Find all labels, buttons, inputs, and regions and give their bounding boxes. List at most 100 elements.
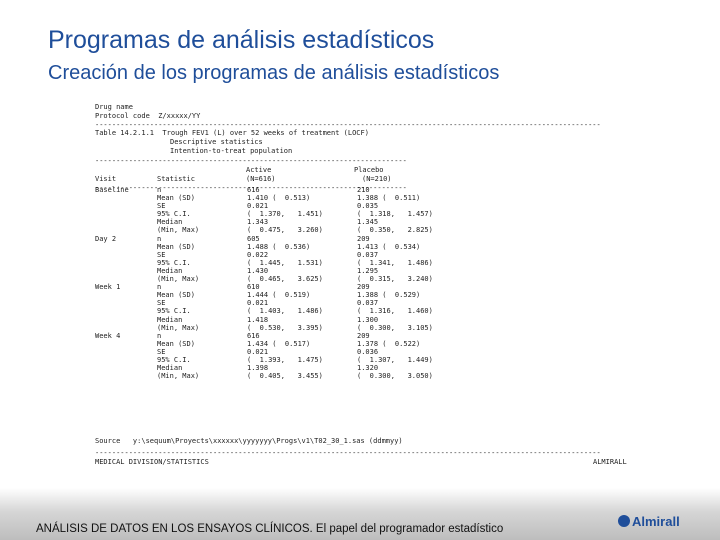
placebo-cell: 1.345: [357, 218, 379, 227]
statistic-cell: (Min, Max): [157, 226, 200, 235]
table-row: (Min, Max) ( 0.530, 3.395) ( 0.300, 3.105): [95, 324, 457, 332]
statistic-cell: SE: [157, 299, 166, 308]
logo-text: Almirall: [632, 514, 680, 529]
table-row: Baseline n 616 210: [95, 186, 457, 194]
active-cell: ( 1.370, 1.451): [247, 210, 323, 219]
drug-name-line: Drug name: [95, 103, 133, 111]
placebo-cell: 209: [357, 283, 370, 292]
col-visit-header: Visit: [95, 175, 117, 183]
placebo-cell: 1.378 ( 0.522): [357, 339, 421, 348]
statistic-cell: (Min, Max): [157, 323, 200, 332]
table-row: Week 1 n 610 209: [95, 283, 457, 291]
active-cell: ( 0.405, 3.455): [247, 372, 323, 381]
statistic-cell: Median: [157, 218, 183, 227]
visit-cell: [95, 364, 157, 372]
visit-cell: [95, 218, 157, 226]
active-cell: 1.430: [247, 266, 269, 275]
table-row: 95% C.I. ( 1.370, 1.451) ( 1.318, 1.457): [95, 210, 457, 218]
table-title: Table 14.2.1.1 Trough FEV1 (L) over 52 w…: [95, 129, 369, 137]
statistics-table: Baseline n 616 210 Mean (SD) 1.410 ( 0.513) 1.…: [95, 186, 457, 380]
visit-cell: [95, 194, 157, 202]
placebo-cell: 1.295: [357, 266, 379, 275]
visit-cell: Week 1: [95, 283, 121, 292]
table-row: (Min, Max) ( 0.465, 3.625) ( 0.315, 3.240): [95, 275, 457, 283]
slide-title: Programas de análisis estadísticos: [48, 26, 435, 54]
visit-cell: [95, 243, 157, 251]
visit-cell: [95, 251, 157, 259]
table-row: 95% C.I. ( 1.445, 1.531) ( 1.341, 1.486): [95, 259, 457, 267]
active-cell: 610: [247, 283, 260, 292]
placebo-cell: 209: [357, 234, 370, 243]
placebo-cell: ( 0.300, 3.050): [357, 372, 433, 381]
visit-cell: Week 4: [95, 331, 121, 340]
statistic-cell: 95% C.I.: [157, 307, 191, 316]
table-row: Median 1.343 1.345: [95, 218, 457, 226]
table-row: Mean (SD) 1.410 ( 0.513) 1.388 ( 0.511): [95, 194, 457, 202]
statistic-cell: (Min, Max): [157, 372, 200, 381]
source-line: Source y:\sequum\Proyects\xxxxxx\yyyyyyy…: [95, 437, 403, 445]
visit-cell: [95, 267, 157, 275]
placebo-cell: 1.388 ( 0.529): [357, 291, 421, 300]
protocol-code-line: Protocol code Z/xxxxx/YY: [95, 112, 201, 120]
active-cell: ( 0.530, 3.395): [247, 323, 323, 332]
slide-subtitle: Creación de los programas de análisis es…: [48, 62, 500, 84]
table-row: Mean (SD) 1.434 ( 0.517) 1.378 ( 0.522): [95, 340, 457, 348]
active-cell: 1.410 ( 0.513): [247, 194, 311, 203]
statistic-cell: n: [157, 234, 162, 243]
visit-cell: [95, 356, 157, 364]
placebo-cell: 209: [357, 331, 370, 340]
col-statistic-header: Statistic: [157, 175, 195, 183]
statistic-cell: Median: [157, 266, 183, 275]
separator-line: ----------------------------------------…: [95, 157, 407, 165]
company-name: ALMIRALL: [593, 458, 627, 466]
placebo-cell: 210: [357, 186, 370, 194]
placebo-cell: ( 0.315, 3.240): [357, 275, 433, 284]
visit-cell: [95, 210, 157, 218]
placebo-cell: 1.388 ( 0.511): [357, 194, 421, 203]
active-cell: 1.343: [247, 218, 269, 227]
active-cell: 0.021: [247, 299, 269, 308]
statistic-cell: Median: [157, 364, 183, 373]
statistic-cell: n: [157, 186, 162, 194]
visit-cell: Baseline: [95, 186, 129, 194]
placebo-cell: 0.035: [357, 202, 379, 211]
col-placebo-n: (N=210): [362, 175, 392, 183]
visit-cell: [95, 348, 157, 356]
table-row: Mean (SD) 1.488 ( 0.536) 1.413 ( 0.534): [95, 243, 457, 251]
statistic-cell: 95% C.I.: [157, 210, 191, 219]
placebo-cell: ( 0.350, 2.825): [357, 226, 433, 235]
active-cell: ( 0.465, 3.625): [247, 275, 323, 284]
separator-line: ----------------------------------------…: [95, 121, 601, 129]
placebo-cell: ( 1.307, 1.449): [357, 355, 433, 364]
table-description: Descriptive statistics: [170, 138, 263, 146]
visit-cell: [95, 316, 157, 324]
active-cell: 1.444 ( 0.519): [247, 291, 311, 300]
visit-cell: [95, 372, 157, 380]
visit-cell: Day 2: [95, 234, 117, 243]
footer-text: ANÁLISIS DE DATOS EN LOS ENSAYOS CLÍNICO…: [36, 523, 504, 535]
table-row: SE 0.021 0.037: [95, 299, 457, 307]
statistic-cell: Mean (SD): [157, 291, 195, 300]
placebo-cell: 1.320: [357, 364, 379, 373]
visit-cell: [95, 324, 157, 332]
visit-cell: [95, 275, 157, 283]
table-row: Median 1.430 1.295: [95, 267, 457, 275]
table-row: Day 2 n 605 209: [95, 235, 457, 243]
active-cell: 616: [247, 186, 260, 194]
footer-band: [0, 488, 720, 540]
statistic-cell: n: [157, 283, 162, 292]
active-cell: ( 1.445, 1.531): [247, 258, 323, 267]
visit-cell: [95, 202, 157, 210]
active-cell: 0.021: [247, 347, 269, 356]
table-row: Median 1.418 1.300: [95, 316, 457, 324]
statistic-cell: Mean (SD): [157, 339, 195, 348]
visit-cell: [95, 291, 157, 299]
separator-line: ----------------------------------------…: [95, 184, 407, 192]
placebo-cell: 0.037: [357, 299, 379, 308]
placebo-cell: ( 1.318, 1.457): [357, 210, 433, 219]
visit-cell: [95, 340, 157, 348]
active-cell: 1.418: [247, 315, 269, 324]
col-active-header: Active: [246, 166, 272, 174]
visit-cell: [95, 307, 157, 315]
active-cell: 605: [247, 234, 260, 243]
